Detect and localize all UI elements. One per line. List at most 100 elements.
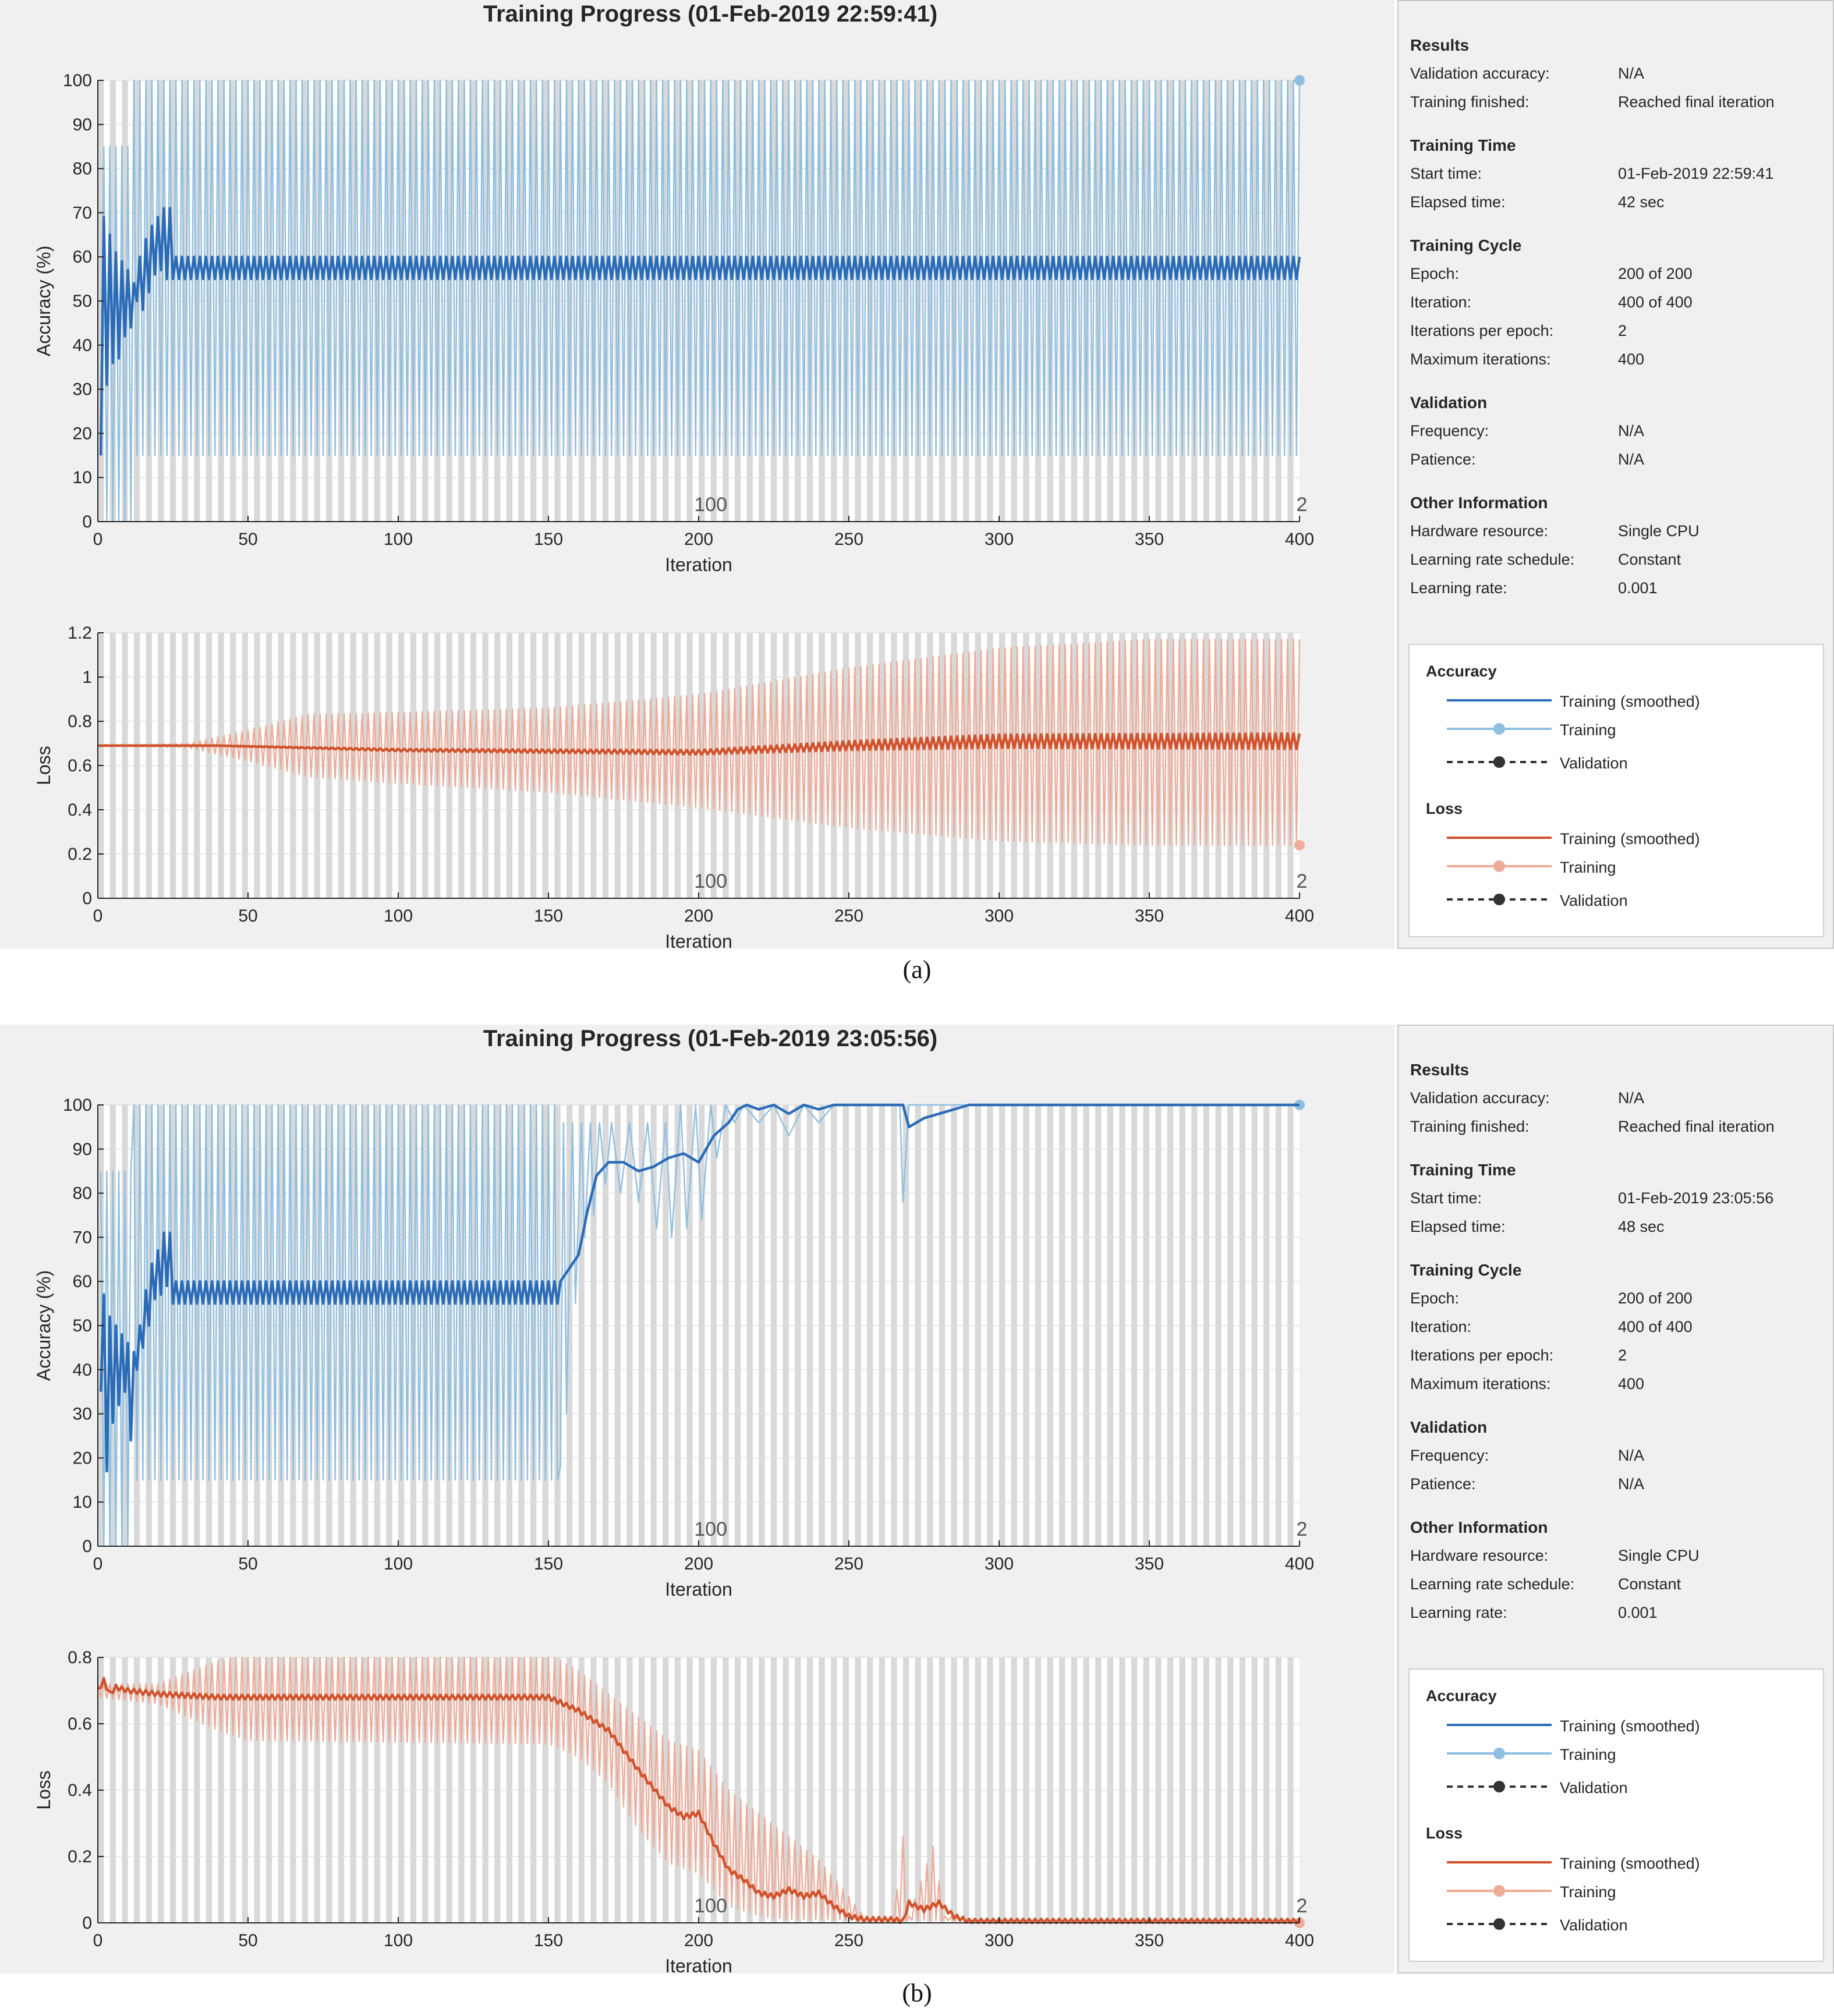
- info-row-value: 200 of 200: [1618, 1289, 1693, 1308]
- x-tick-label: 100: [384, 1554, 413, 1574]
- info-row-value: 42 sec: [1618, 193, 1665, 211]
- y-tick-label: 50: [73, 292, 92, 311]
- y-tick-label: 90: [73, 115, 92, 134]
- x-tick-label: 300: [985, 906, 1014, 926]
- info-row-value: Reached final iteration: [1618, 93, 1775, 111]
- epoch-marker-label: 100: [694, 494, 727, 516]
- info-row-label: Elapsed time:: [1410, 1218, 1506, 1236]
- info-row-label: Learning rate:: [1410, 1604, 1507, 1622]
- info-row-value: 01-Feb-2019 22:59:41: [1618, 165, 1773, 183]
- info-row-label: Epoch:: [1410, 265, 1459, 283]
- legend-entry-label: Training (smoothed): [1560, 1717, 1700, 1735]
- info-row-value: 01-Feb-2019 23:05:56: [1618, 1189, 1773, 1207]
- legend-marker-icon: [1493, 723, 1505, 735]
- info-row-value: 2: [1618, 322, 1627, 340]
- info-section-heading: Training Cycle: [1410, 1261, 1521, 1280]
- info-row-value: 0.001: [1618, 579, 1658, 597]
- legend-entry-label: Validation: [1560, 892, 1628, 910]
- charts-svg: 100 20 50 100 150 200 250 300 350 400010203040506…: [0, 0, 1421, 949]
- legend-line-icon: [1447, 891, 1552, 908]
- legend-entry-label: Training (smoothed): [1560, 830, 1700, 848]
- legend-line-icon: [1447, 829, 1552, 846]
- y-tick-label: 0.4: [68, 1781, 92, 1800]
- legend-line-icon: [1447, 1716, 1552, 1734]
- legend-marker-icon: [1493, 1748, 1505, 1759]
- legend-entry-label: Training (smoothed): [1560, 1855, 1700, 1873]
- y-tick-label: 0.8: [68, 1648, 92, 1667]
- info-row-value: 400 of 400: [1618, 1318, 1693, 1336]
- x-tick-label: 100: [384, 1931, 413, 1950]
- info-row-label: Iteration:: [1410, 1318, 1471, 1336]
- info-row-label: Patience:: [1410, 1475, 1476, 1493]
- info-row-value: 200 of 200: [1618, 265, 1693, 283]
- y-tick-label: 0: [82, 1914, 92, 1933]
- epoch-marker-label: 2: [1297, 494, 1308, 516]
- y-tick-label: 60: [73, 1272, 92, 1291]
- info-section-heading: Training Time: [1410, 136, 1516, 155]
- legend-line-icon: [1447, 692, 1552, 709]
- x-axis-label: Iteration: [665, 1579, 732, 1600]
- legend-line-icon: [1447, 753, 1552, 771]
- epoch-marker-label: 2: [1297, 1895, 1308, 1917]
- info-section-heading: Validation: [1410, 1418, 1487, 1437]
- info-row-value: Single CPU: [1618, 1547, 1700, 1565]
- y-tick-label: 10: [73, 1493, 92, 1512]
- y-tick-label: 0.6: [68, 756, 92, 775]
- info-row-value: 400: [1618, 1375, 1644, 1393]
- y-tick-label: 0: [82, 512, 92, 532]
- info-row-label: Elapsed time:: [1410, 193, 1506, 211]
- legend-group-title: Loss: [1426, 800, 1463, 818]
- y-tick-label: 100: [63, 1096, 92, 1115]
- final-marker: [1294, 75, 1305, 86]
- info-row-value: 400: [1618, 350, 1644, 369]
- info-section-heading: Training Cycle: [1410, 236, 1521, 255]
- training-progress-panel-b: 100 2 0 50 100 150 200 250 300 350 400 0 10 20 30 40 50 6…: [0, 1025, 1834, 1974]
- y-tick-label: 1.2: [68, 623, 92, 643]
- legend-marker-icon: [1493, 1781, 1505, 1792]
- epoch-marker-label: 2: [1297, 870, 1308, 892]
- chart-loss: 100 2 0 50 100 150 200 250 300 350 400 0 0.2 0.4 0.6 0.…: [33, 623, 1314, 949]
- info-row-label: Frequency:: [1410, 1447, 1489, 1465]
- info-section-heading: Validation: [1410, 394, 1487, 412]
- x-tick-label: 0: [93, 906, 103, 926]
- info-section-heading: Other Information: [1410, 494, 1548, 512]
- caption-b: (b): [0, 1978, 1834, 2008]
- legend-entry-label: Training: [1560, 1746, 1616, 1764]
- y-tick-label: 80: [73, 160, 92, 179]
- info-row-value: Single CPU: [1618, 522, 1700, 540]
- x-tick-label: 0: [93, 1554, 103, 1574]
- x-tick-label: 200: [684, 906, 713, 926]
- y-axis-label: Accuracy (%): [33, 246, 54, 356]
- info-row-label: Hardware resource:: [1410, 1547, 1548, 1565]
- epoch-marker-label: 2: [1297, 1518, 1308, 1540]
- x-axis-label: Iteration: [665, 554, 732, 575]
- y-tick-label: 70: [73, 1228, 92, 1247]
- legend-marker-icon: [1493, 1918, 1505, 1930]
- legend-entry-label: Validation: [1560, 1779, 1628, 1797]
- x-tick-label: 300: [985, 1554, 1014, 1574]
- x-tick-label: 150: [534, 530, 563, 549]
- charts-svg: 100 20 50 100 150 200 250 300 350 400010203040506…: [0, 1025, 1421, 1974]
- info-row-value: N/A: [1618, 422, 1644, 440]
- info-row-value: 400 of 400: [1618, 293, 1693, 311]
- info-row-value: N/A: [1618, 1447, 1644, 1465]
- x-tick-label: 100: [384, 906, 413, 926]
- legend-marker-icon: [1493, 756, 1505, 768]
- legend: Accuracy Training (smoothed) Training Valid…: [1408, 644, 1824, 937]
- epoch-marker-label: 100: [694, 1895, 727, 1917]
- final-marker: [1294, 840, 1305, 851]
- x-tick-label: 200: [684, 1554, 713, 1574]
- y-tick-label: 0.4: [68, 800, 92, 820]
- legend-line-icon: [1447, 858, 1552, 875]
- epoch-marker-label: 100: [694, 870, 727, 892]
- info-row-value: N/A: [1618, 1089, 1644, 1107]
- legend-entry-label: Validation: [1560, 754, 1628, 773]
- legend-entry-label: Training: [1560, 1883, 1616, 1901]
- info-row-label: Iterations per epoch:: [1410, 1347, 1553, 1365]
- figure-title: Training Progress (01-Feb-2019 23:05:56): [0, 1026, 1421, 1052]
- info-row-label: Training finished:: [1410, 93, 1529, 111]
- x-tick-label: 50: [238, 530, 257, 549]
- y-tick-label: 20: [73, 424, 92, 443]
- info-row-label: Hardware resource:: [1410, 522, 1548, 540]
- info-row-label: Learning rate schedule:: [1410, 1575, 1574, 1593]
